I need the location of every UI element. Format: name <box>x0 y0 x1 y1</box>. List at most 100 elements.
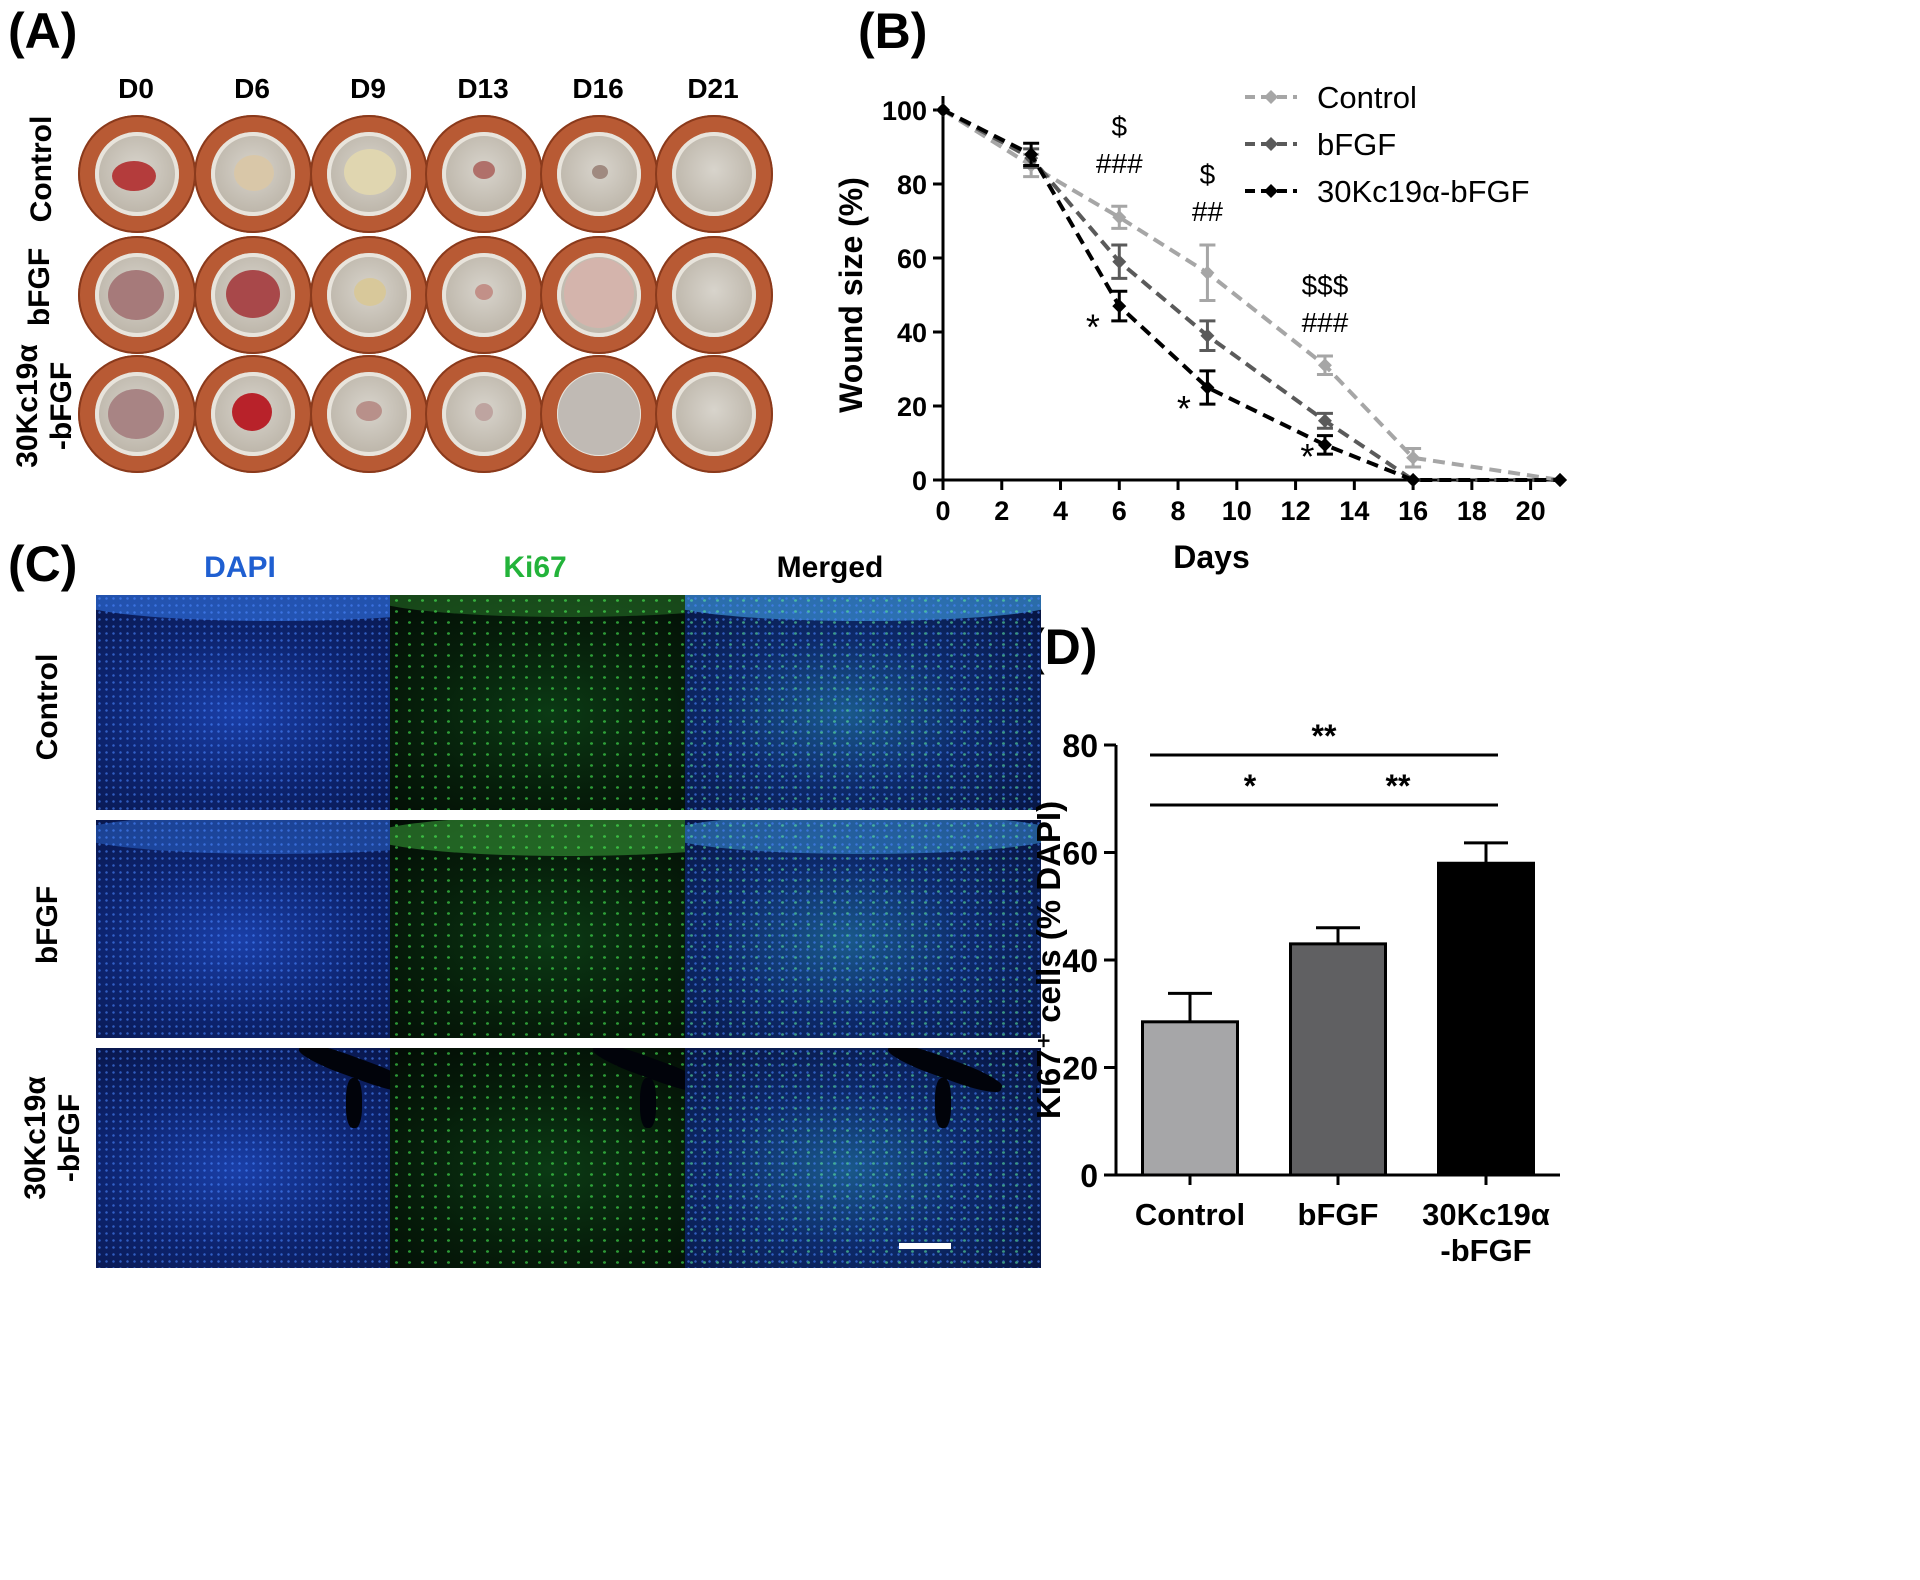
data-point <box>936 103 950 117</box>
data-point <box>1112 299 1127 314</box>
wound-photo <box>540 355 658 473</box>
y-axis-title: Ki67⁺ cells (% DAPI) <box>1030 801 1067 1119</box>
legend-label: 30Kc19α-bFGF <box>1317 174 1530 209</box>
y-tick-label: 20 <box>897 392 927 422</box>
micrograph-merged-bfgf <box>685 820 1041 1038</box>
channel-label-merged: Merged <box>776 551 884 584</box>
x-tick-label: 18 <box>1457 496 1487 526</box>
bar <box>1289 942 1387 1177</box>
wound-photo <box>425 355 543 473</box>
wound-photo <box>425 115 543 233</box>
significance-mark: $ <box>1111 111 1127 142</box>
wound-photo <box>655 115 773 233</box>
x-tick-label: 0 <box>935 496 950 526</box>
wound-photo <box>78 115 196 233</box>
x-tick-label: bFGF <box>1298 1197 1379 1232</box>
legend-marker <box>1264 184 1278 198</box>
x-tick-label: Control <box>1135 1197 1245 1232</box>
x-axis-title: Days <box>1173 539 1250 575</box>
ki67-bar-chart: 0 20 40 60 80 Ki67⁺ cells (% DAPI) Control bFGF… <box>1030 718 1560 1268</box>
wound-photo <box>310 355 428 473</box>
y-tick-label: 60 <box>1062 836 1098 872</box>
day-label: D9 <box>350 73 386 104</box>
day-label: D16 <box>572 73 624 104</box>
micrograph-merged-30kc19a-bfgf <box>685 1048 1041 1268</box>
wound-photo <box>540 236 658 354</box>
channel-label-ki67: Ki67 <box>503 551 567 584</box>
wound-photo <box>655 236 773 354</box>
data-point <box>1317 358 1332 373</box>
significance-mark: $ <box>1200 159 1216 190</box>
significance-mark: ## <box>1192 196 1224 227</box>
data-point <box>1112 254 1127 269</box>
data-point <box>1112 210 1127 225</box>
x-tick-label: 2 <box>994 496 1009 526</box>
wound-photo <box>425 236 543 354</box>
x-tick-label: 10 <box>1222 496 1252 526</box>
significance-label: * <box>1244 768 1257 804</box>
x-tick-label: 4 <box>1053 496 1068 526</box>
day-label: D6 <box>234 73 270 104</box>
day-label: D0 <box>118 73 154 104</box>
x-tick-label: 16 <box>1398 496 1428 526</box>
y-tick-label: 80 <box>1062 728 1098 764</box>
bar <box>1437 861 1535 1177</box>
day-label: D13 <box>457 73 509 104</box>
panel-b-label: (B) <box>858 3 928 59</box>
x-tick-label: 14 <box>1339 496 1369 526</box>
x-tick-label: 12 <box>1281 496 1311 526</box>
panel-a-label: (A) <box>8 3 78 59</box>
x-tick-label: 6 <box>1112 496 1127 526</box>
wound-photo <box>194 115 312 233</box>
row-label: 30Kc19α -bFGF <box>19 1076 86 1200</box>
significance-label: ** <box>1386 768 1411 804</box>
significance-mark: * <box>1086 306 1100 347</box>
panel-c-label: (C) <box>8 536 78 592</box>
row-label: Control <box>31 653 64 761</box>
wound-photo <box>655 355 773 473</box>
wound-photo <box>78 236 196 354</box>
wound-photo <box>78 355 196 473</box>
y-tick-label: 100 <box>882 96 927 126</box>
row-label: 30Kc19α -bFGF <box>11 344 78 468</box>
y-tick-label: 40 <box>1062 943 1098 979</box>
channel-label-dapi: DAPI <box>204 551 276 584</box>
significance-label: ** <box>1312 718 1337 754</box>
data-point <box>1200 265 1215 280</box>
y-tick-label: 0 <box>912 466 927 496</box>
day-label: D21 <box>687 73 739 104</box>
wound-photo <box>194 236 312 354</box>
y-axis-title: Wound size (%) <box>833 177 869 413</box>
x-tick-label: 8 <box>1171 496 1186 526</box>
significance-mark: ### <box>1096 148 1143 179</box>
legend-marker <box>1264 90 1278 104</box>
row-label: bFGF <box>31 885 64 965</box>
wound-photo <box>194 355 312 473</box>
y-tick-label: 20 <box>1062 1051 1098 1087</box>
data-point <box>1317 437 1332 452</box>
significance-mark: ### <box>1302 307 1349 338</box>
y-tick-label: 60 <box>897 244 927 274</box>
data-point <box>1553 473 1567 487</box>
x-tick-label: 30Kc19α -bFGF <box>1422 1197 1550 1268</box>
x-tick-label: 20 <box>1516 496 1546 526</box>
data-point <box>1406 473 1421 487</box>
legend-marker <box>1264 137 1278 151</box>
wound-size-line-chart: 0 20 40 60 80 100 0 2 4 6 8 10 12 14 16 18 20 Days Wound s… <box>833 80 1567 575</box>
wound-photo <box>310 115 428 233</box>
data-point <box>1200 380 1215 395</box>
legend-label: Control <box>1317 80 1417 115</box>
data-point <box>1317 413 1332 428</box>
wound-photo <box>310 236 428 354</box>
significance-mark: $$$ <box>1302 270 1349 301</box>
data-point <box>1406 450 1421 465</box>
micrograph-merged-control <box>685 595 1041 810</box>
y-tick-label: 80 <box>897 170 927 200</box>
scale-bar <box>899 1243 951 1249</box>
wound-photo <box>540 115 658 233</box>
data-point <box>1024 147 1039 162</box>
y-tick-label: 0 <box>1080 1158 1098 1194</box>
legend-label: bFGF <box>1317 127 1396 162</box>
significance-mark: * <box>1177 388 1191 429</box>
y-tick-label: 40 <box>897 318 927 348</box>
